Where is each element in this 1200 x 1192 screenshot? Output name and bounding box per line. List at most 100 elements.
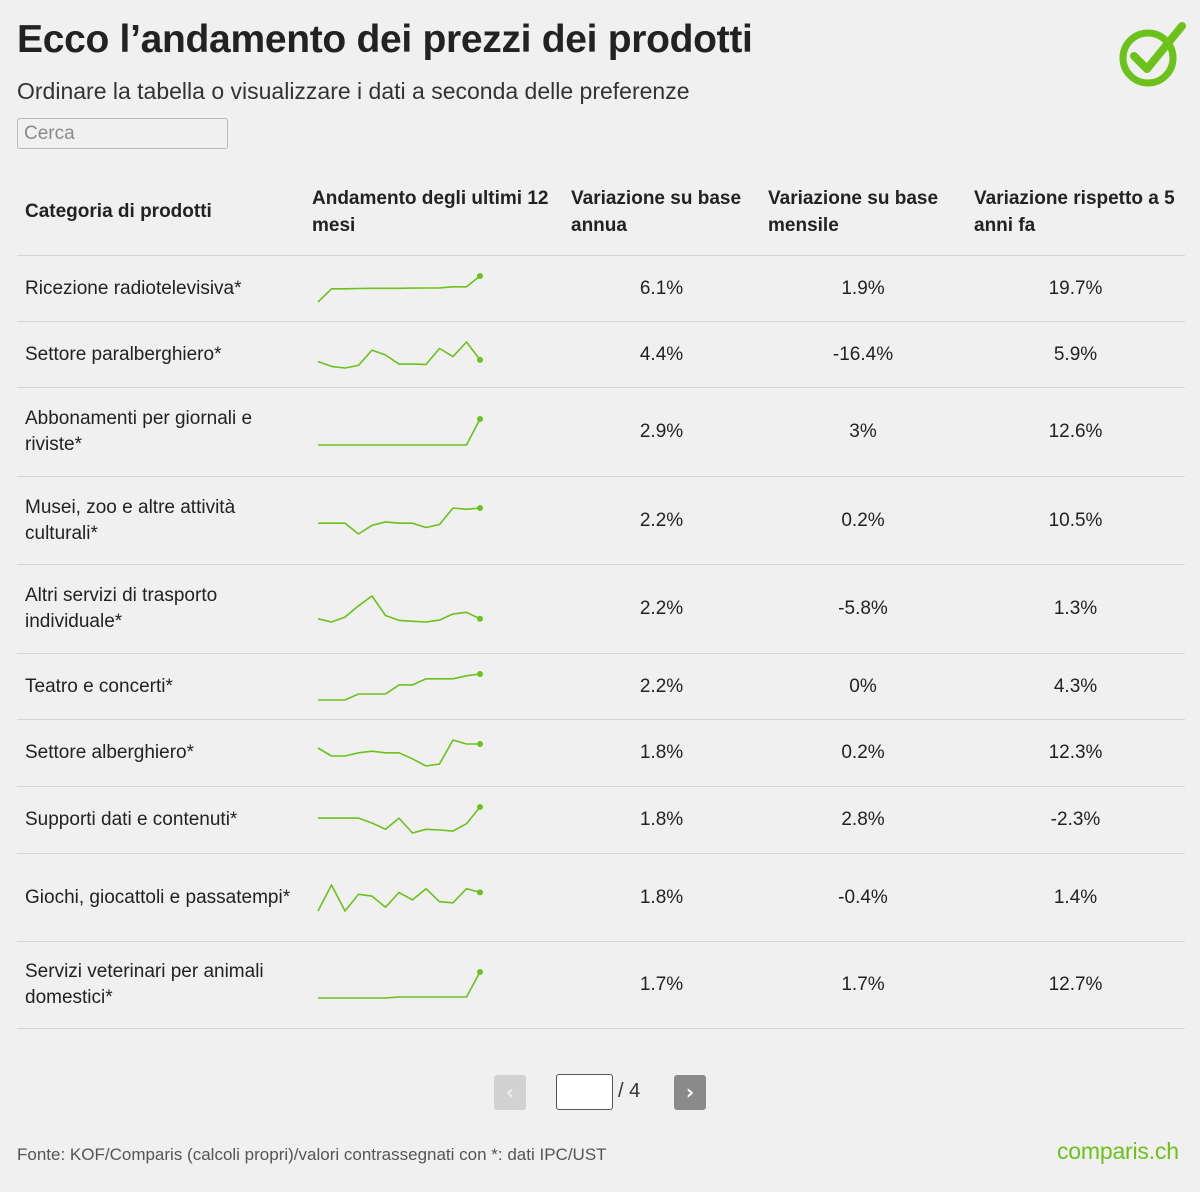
- table-row: Teatro e concerti* 2.2% 0% 4.3%: [17, 653, 1185, 720]
- table-row: Settore paralberghiero* 4.4% -16.4% 5.9%: [17, 321, 1185, 388]
- page-title: Ecco l’andamento dei prezzi dei prodotti: [17, 18, 753, 61]
- sparkline-last-point: [477, 272, 483, 279]
- column-header-trend[interactable]: Andamento degli ultimi 12 mesi: [304, 168, 563, 256]
- sparkline-last-point: [477, 741, 483, 747]
- table-row: Ricezione radiotelevisiva* 6.1% 1.9% 19.7%: [17, 255, 1185, 322]
- page-total: / 4: [618, 1080, 641, 1102]
- cell-annual: 1.8%: [563, 853, 760, 942]
- sparkline-series: [317, 739, 480, 767]
- sparkline-last-point: [477, 969, 483, 975]
- sparkline-last-point: [477, 888, 483, 895]
- sparkline-last-point: [477, 416, 483, 422]
- cell-annual: 2.2%: [563, 564, 760, 654]
- column-header-category[interactable]: Categoria di prodotti: [17, 168, 304, 256]
- cell-trend: [304, 719, 563, 787]
- table-row: Musei, zoo e altre attività culturali* 2.…: [17, 476, 1185, 565]
- cell-category: Abbonamenti per giornali e riviste*: [17, 387, 304, 477]
- page-number-input[interactable]: [556, 1074, 613, 1110]
- cell-five-year: 4.3%: [966, 653, 1185, 720]
- cell-annual: 6.1%: [563, 255, 760, 322]
- cell-monthly: 0.2%: [760, 719, 966, 787]
- column-header-annual[interactable]: Variazione su base annua: [563, 168, 760, 256]
- table-row: Abbonamenti per giornali e riviste* 2.9% 3…: [17, 387, 1185, 477]
- sparkline-series: [317, 883, 481, 912]
- sparkline-series: [317, 340, 481, 369]
- cell-monthly: 2.8%: [760, 786, 966, 854]
- table-row: Giochi, giocattoli e passatempi* 1.8% -0.4…: [17, 853, 1185, 942]
- cell-category: Altri servizi di trasporto individuale*: [17, 564, 304, 654]
- cell-trend: [304, 564, 563, 654]
- sparkline: [318, 504, 483, 535]
- search-input[interactable]: [17, 118, 228, 149]
- cell-annual: 1.7%: [563, 941, 760, 1029]
- sparkline: [318, 969, 483, 999]
- cell-category: Teatro e concerti*: [17, 653, 304, 720]
- source-note: Fonte: KOF/Comparis (calcoli propri)/val…: [17, 1145, 607, 1164]
- cell-category: Supporti dati e contenuti*: [17, 786, 304, 854]
- sparkline: [318, 804, 483, 834]
- sparkline: [317, 739, 483, 767]
- sparkline-last-point: [477, 670, 483, 677]
- sparkline-series: [318, 971, 481, 999]
- cell-monthly: 3%: [760, 387, 966, 477]
- cell-monthly: -5.8%: [760, 564, 966, 654]
- sparkline: [317, 340, 483, 369]
- cell-category: Settore paralberghiero*: [17, 321, 304, 388]
- sparkline-series: [318, 506, 481, 535]
- price-table: Categoria di prodotti Andamento degli ul…: [17, 168, 1185, 1029]
- cell-trend: [304, 941, 563, 1029]
- sparkline-series: [317, 274, 481, 303]
- sparkline-last-point: [477, 615, 483, 622]
- sparkline-series: [318, 806, 481, 834]
- cell-category: Giochi, giocattoli e passatempi*: [17, 853, 304, 942]
- checkmark-circle-icon: [1119, 22, 1186, 87]
- cell-monthly: 0%: [760, 653, 966, 720]
- table-row: Altri servizi di trasporto individuale* 2…: [17, 564, 1185, 654]
- pagination: ‹ / 4 ›: [494, 1074, 706, 1110]
- sparkline-series: [318, 672, 481, 701]
- cell-five-year: -2.3%: [966, 786, 1185, 854]
- cell-trend: [304, 476, 563, 565]
- cell-five-year: 1.3%: [966, 564, 1185, 654]
- table-row: Servizi veterinari per animali domestici…: [17, 941, 1185, 1029]
- cell-annual: 1.8%: [563, 786, 760, 854]
- table-row: Settore alberghiero* 1.8% 0.2% 12.3%: [17, 719, 1185, 787]
- cell-five-year: 5.9%: [966, 321, 1185, 388]
- sparkline-last-point: [477, 504, 483, 511]
- cell-annual: 1.8%: [563, 719, 760, 787]
- cell-monthly: -0.4%: [760, 853, 966, 942]
- cell-five-year: 19.7%: [966, 255, 1185, 322]
- cell-trend: [304, 387, 563, 477]
- sparkline-last-point: [477, 804, 483, 810]
- sparkline: [317, 272, 483, 303]
- column-header-monthly[interactable]: Variazione su base mensile: [760, 168, 966, 256]
- table-header-row: Categoria di prodotti Andamento degli ul…: [17, 168, 1185, 256]
- sparkline-series: [318, 418, 481, 446]
- sparkline: [318, 416, 483, 446]
- cell-trend: [304, 321, 563, 388]
- cell-monthly: -16.4%: [760, 321, 966, 388]
- cell-category: Settore alberghiero*: [17, 719, 304, 787]
- cell-five-year: 12.3%: [966, 719, 1185, 787]
- cell-category: Ricezione radiotelevisiva*: [17, 255, 304, 322]
- column-header-five-year[interactable]: Variazione rispetto a 5 anni fa: [966, 168, 1185, 256]
- page-subtitle: Ordinare la tabella o visualizzare i dat…: [17, 78, 690, 104]
- sparkline: [318, 670, 483, 701]
- prev-page-button[interactable]: ‹: [494, 1075, 526, 1110]
- cell-trend: [304, 853, 563, 942]
- next-page-button[interactable]: ›: [674, 1075, 706, 1110]
- brand-logo[interactable]: comparis.ch: [1057, 1138, 1179, 1164]
- sparkline-last-point: [477, 356, 483, 363]
- table-row: Supporti dati e contenuti* 1.8% 2.8% -2.3%: [17, 786, 1185, 854]
- cell-category: Musei, zoo e altre attività culturali*: [17, 476, 304, 565]
- cell-five-year: 10.5%: [966, 476, 1185, 565]
- cell-annual: 2.2%: [563, 476, 760, 565]
- sparkline-series: [317, 595, 481, 623]
- cell-annual: 4.4%: [563, 321, 760, 388]
- table-body: Ricezione radiotelevisiva* 6.1% 1.9% 19.7% S…: [17, 255, 1185, 1029]
- cell-monthly: 0.2%: [760, 476, 966, 565]
- cell-category: Servizi veterinari per animali domestici…: [17, 941, 304, 1029]
- cell-trend: [304, 255, 563, 322]
- cell-annual: 2.2%: [563, 653, 760, 720]
- cell-trend: [304, 653, 563, 720]
